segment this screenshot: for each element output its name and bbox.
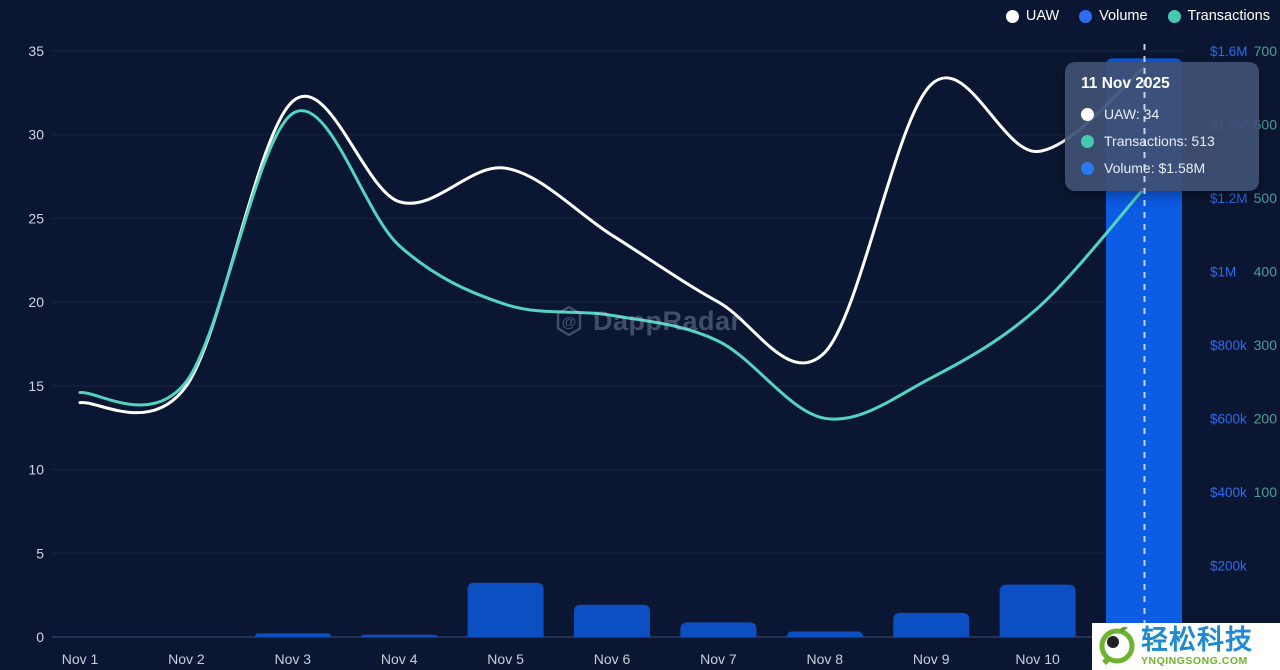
tooltip-value: Transactions: 513 — [1104, 133, 1215, 149]
site-logo-eye-icon — [1099, 626, 1135, 665]
transactions-axis-tick-label: 400 — [1254, 264, 1278, 280]
volume-bar[interactable] — [786, 631, 863, 637]
volume-bar[interactable] — [361, 634, 438, 637]
x-axis-tick-label: Nov 6 — [594, 651, 631, 667]
x-axis-tick-label: Nov 4 — [381, 651, 418, 667]
legend-dot-icon — [1079, 9, 1093, 23]
x-axis-tick-label: Nov 10 — [1015, 651, 1060, 667]
tooltip-rows: UAW: 34 Transactions: 513 Volume: $1.58M — [1081, 106, 1243, 176]
volume-axis-tick-label: $200k — [1210, 559, 1247, 574]
uaw-axis-tick-label: 0 — [36, 629, 44, 645]
volume-axis-tick-label: $1.2M — [1210, 191, 1248, 206]
volume-bar[interactable] — [680, 622, 757, 637]
transactions-axis-tick-label: 700 — [1254, 43, 1278, 59]
uaw-axis-tick-label: 35 — [28, 43, 44, 59]
uaw-axis-tick-label: 5 — [36, 545, 44, 561]
legend-label: Transactions — [1187, 8, 1270, 24]
x-axis-tick-label: Nov 1 — [62, 651, 99, 667]
tooltip-series-dot-icon — [1081, 161, 1094, 175]
transactions-axis-tick-label: 100 — [1254, 484, 1278, 500]
x-axis-tick-label: Nov 3 — [275, 651, 312, 667]
tooltip-row: Transactions: 513 — [1081, 133, 1243, 149]
tooltip-series-dot-icon — [1081, 134, 1094, 148]
uaw-axis-tick-label: 15 — [28, 378, 44, 394]
uaw-axis-tick-label: 20 — [28, 294, 44, 310]
x-axis-tick-label: Nov 7 — [700, 651, 737, 667]
transactions-line — [78, 109, 1146, 421]
transactions-axis-tick-label: 200 — [1254, 411, 1278, 427]
legend-dot-icon — [1167, 9, 1181, 23]
volume-bar[interactable] — [999, 584, 1076, 637]
legend-dot-icon — [1005, 9, 1019, 23]
x-axis-tick-label: Nov 5 — [487, 651, 524, 667]
tooltip-value: Volume: $1.58M — [1104, 160, 1206, 176]
uaw-axis-tick-label: 10 — [28, 462, 44, 478]
volume-axis-tick-label: $400k — [1210, 485, 1247, 500]
volume-bar[interactable] — [467, 582, 544, 637]
tooltip-value: UAW: 34 — [1104, 106, 1160, 122]
transactions-axis-tick-label: 500 — [1254, 190, 1278, 206]
volume-bar[interactable] — [254, 633, 331, 637]
x-axis-tick-label: Nov 2 — [168, 651, 205, 667]
uaw-axis-tick-label: 25 — [28, 210, 44, 226]
volume-axis-tick-label: $1.6M — [1210, 44, 1248, 59]
tooltip: 11 Nov 2025 UAW: 34 Transactions: 513 Volu… — [1065, 62, 1259, 191]
legend-item-transactions[interactable]: Transactions — [1167, 8, 1270, 24]
transactions-axis-tick-label: 600 — [1254, 117, 1278, 133]
tooltip-date: 11 Nov 2025 — [1081, 75, 1170, 92]
volume-bar[interactable] — [893, 612, 970, 637]
volume-axis-tick-label: $600k — [1210, 412, 1247, 427]
legend: UAW Volume Transactions — [1005, 8, 1270, 24]
x-axis-tick-label: Nov 9 — [913, 651, 950, 667]
legend-item-uaw[interactable]: UAW — [1005, 8, 1060, 24]
legend-label: Volume — [1099, 8, 1148, 24]
site-watermark: 轻松科技 YNQINGSONG.COM — [1092, 623, 1280, 670]
uaw-axis-tick-label: 30 — [28, 127, 44, 143]
x-axis-tick-label: Nov 8 — [807, 651, 844, 667]
tooltip-row: Volume: $1.58M — [1081, 160, 1243, 176]
volume-bar[interactable] — [574, 604, 650, 637]
transactions-axis-tick-label: 300 — [1254, 337, 1278, 353]
legend-item-volume[interactable]: Volume — [1079, 8, 1148, 24]
volume-axis-tick-label: $1M — [1210, 265, 1236, 280]
volume-axis-tick-label: $800k — [1210, 338, 1247, 353]
site-watermark-en-text: YNQINGSONG.COM — [1141, 654, 1248, 667]
site-watermark-cn-text: 轻松科技 — [1141, 624, 1253, 655]
legend-label: UAW — [1025, 8, 1060, 24]
tooltip-series-dot-icon — [1081, 107, 1094, 121]
tooltip-row: UAW: 34 — [1081, 106, 1243, 122]
